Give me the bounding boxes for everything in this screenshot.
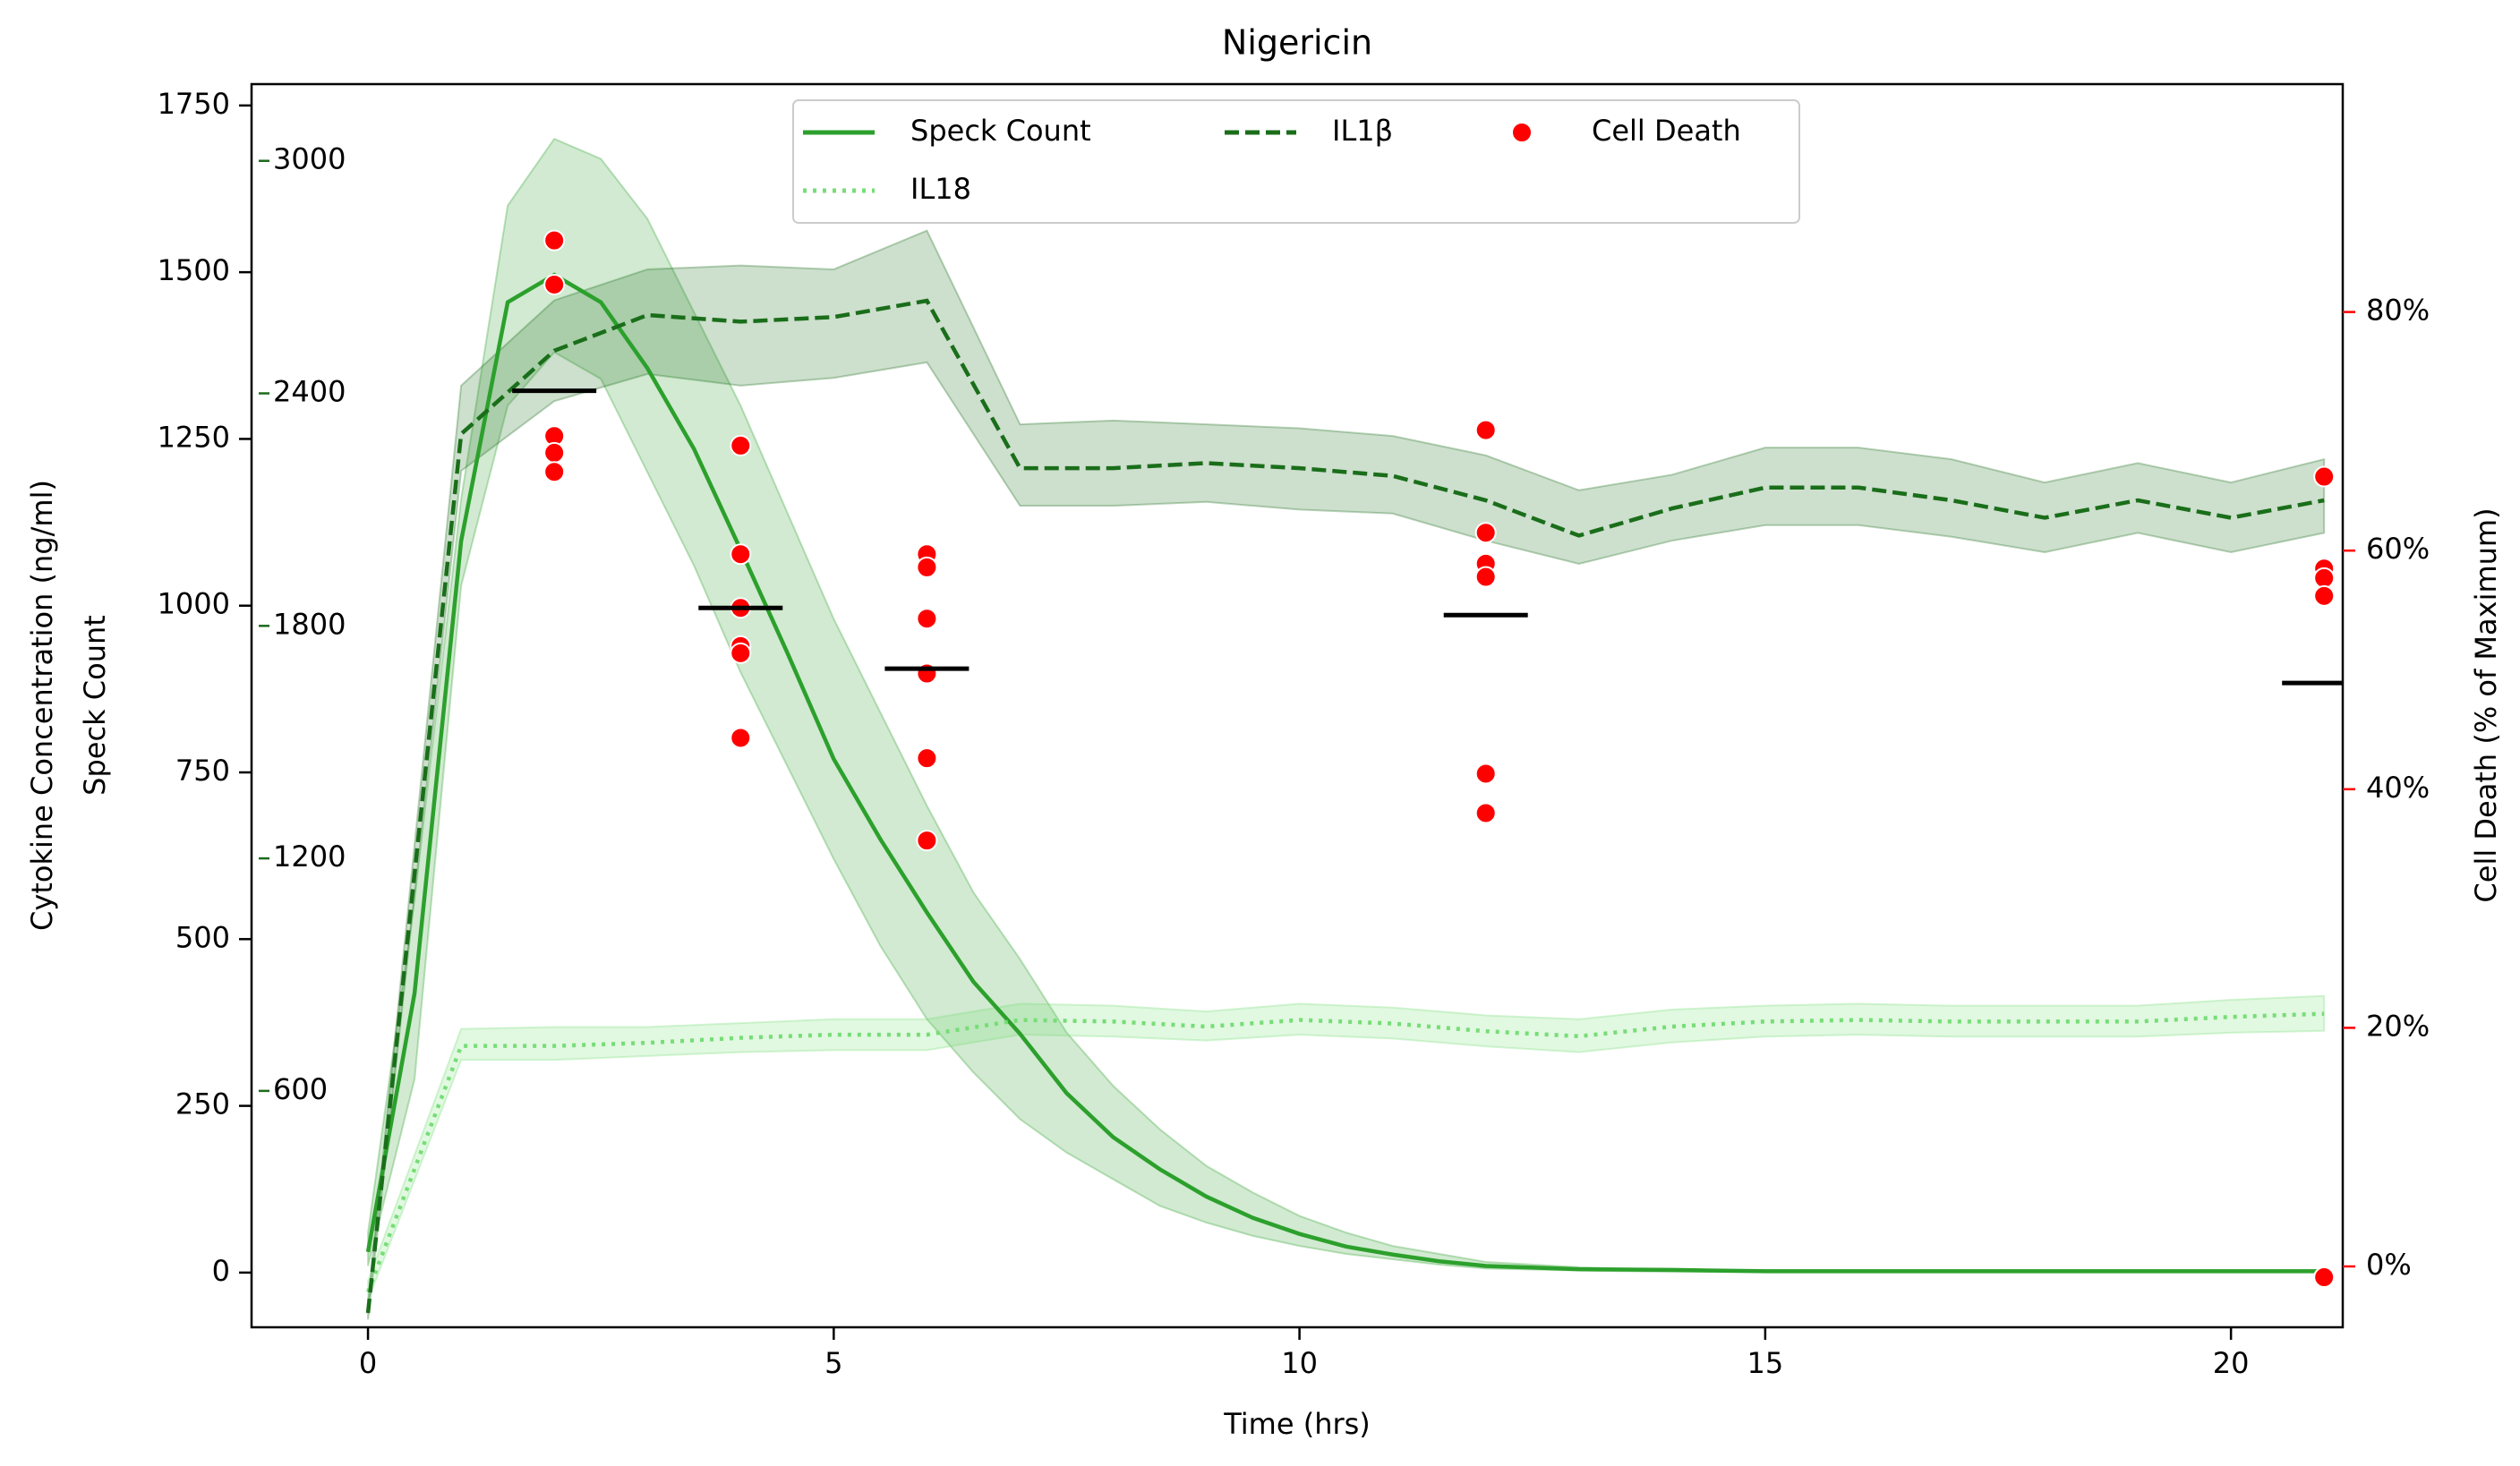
y-tick-label: 1750 xyxy=(158,87,230,121)
y-tick-label: 750 xyxy=(175,754,230,788)
legend-marker xyxy=(1511,122,1533,143)
legend-label: Speck Count xyxy=(910,114,1091,148)
cell-death-point xyxy=(916,747,938,770)
cell-death-point xyxy=(1474,566,1497,588)
y-tick-label: 1500 xyxy=(158,253,230,287)
cell-death-point xyxy=(1474,802,1497,824)
y-tick-label: 0 xyxy=(212,1254,230,1288)
series-line xyxy=(365,298,2325,1314)
y2-tick-label: 80% xyxy=(2366,294,2430,328)
cell-death-point xyxy=(916,830,938,852)
legend-label: IL1β xyxy=(1332,114,1393,148)
confidence-band xyxy=(367,994,2326,1301)
y3-tick-label: 1800 xyxy=(273,607,346,641)
y3-tick-label: 1200 xyxy=(273,840,346,874)
y-axis-label: Speck Count xyxy=(78,615,112,796)
cell-death-point xyxy=(543,229,566,251)
y-tick-label: 1000 xyxy=(158,587,230,621)
y2-axis-label: Cell Death (% of Maximum) xyxy=(2469,507,2503,902)
cell-death-point xyxy=(543,273,566,295)
cell-death-point xyxy=(2313,584,2336,607)
series-line xyxy=(365,1011,2325,1293)
x-tick-label: 20 xyxy=(2213,1346,2250,1380)
cell-death-point xyxy=(916,556,938,578)
confidence-band xyxy=(367,229,2326,1320)
cell-death-point xyxy=(730,642,752,664)
y2-tick-label: 40% xyxy=(2366,771,2430,805)
legend xyxy=(792,99,1800,224)
legend-label: IL18 xyxy=(910,172,971,206)
cell-death-point xyxy=(730,434,752,456)
cell-death-point xyxy=(543,461,566,483)
legend-label: Cell Death xyxy=(1592,114,1741,148)
cell-death-point xyxy=(2313,1266,2336,1289)
y3-axis-label: Cytokine Concentration (ng/ml) xyxy=(25,480,59,931)
y-tick-label: 250 xyxy=(175,1087,230,1121)
y2-tick-label: 60% xyxy=(2366,532,2430,566)
cell-death-point xyxy=(730,727,752,749)
cell-death-point xyxy=(543,441,566,464)
cell-death-point xyxy=(916,608,938,630)
chart-title: Nigericin xyxy=(1222,23,1372,63)
y2-tick-label: 0% xyxy=(2366,1248,2412,1282)
y3-tick-label: 2400 xyxy=(273,375,346,409)
y-tick-label: 500 xyxy=(175,920,230,954)
cell-death-point xyxy=(1474,763,1497,785)
cell-death-point xyxy=(2313,567,2336,589)
x-tick-label: 10 xyxy=(1281,1346,1318,1380)
x-tick-label: 0 xyxy=(359,1346,377,1380)
x-axis-label: Time (hrs) xyxy=(1223,1407,1371,1441)
axes-frame xyxy=(250,82,2345,1329)
y3-tick-label: 3000 xyxy=(273,142,346,176)
cell-death-point xyxy=(1474,419,1497,441)
series-line xyxy=(365,272,2325,1274)
y-tick-label: 1250 xyxy=(158,420,230,454)
cell-death-point xyxy=(730,543,752,566)
x-tick-label: 5 xyxy=(824,1346,842,1380)
x-tick-label: 15 xyxy=(1747,1346,1784,1380)
cell-death-point xyxy=(1474,522,1497,544)
plot-area xyxy=(365,137,2343,1320)
cell-death-point xyxy=(2313,465,2336,488)
y2-tick-label: 20% xyxy=(2366,1009,2430,1043)
y3-tick-label: 600 xyxy=(273,1072,328,1106)
